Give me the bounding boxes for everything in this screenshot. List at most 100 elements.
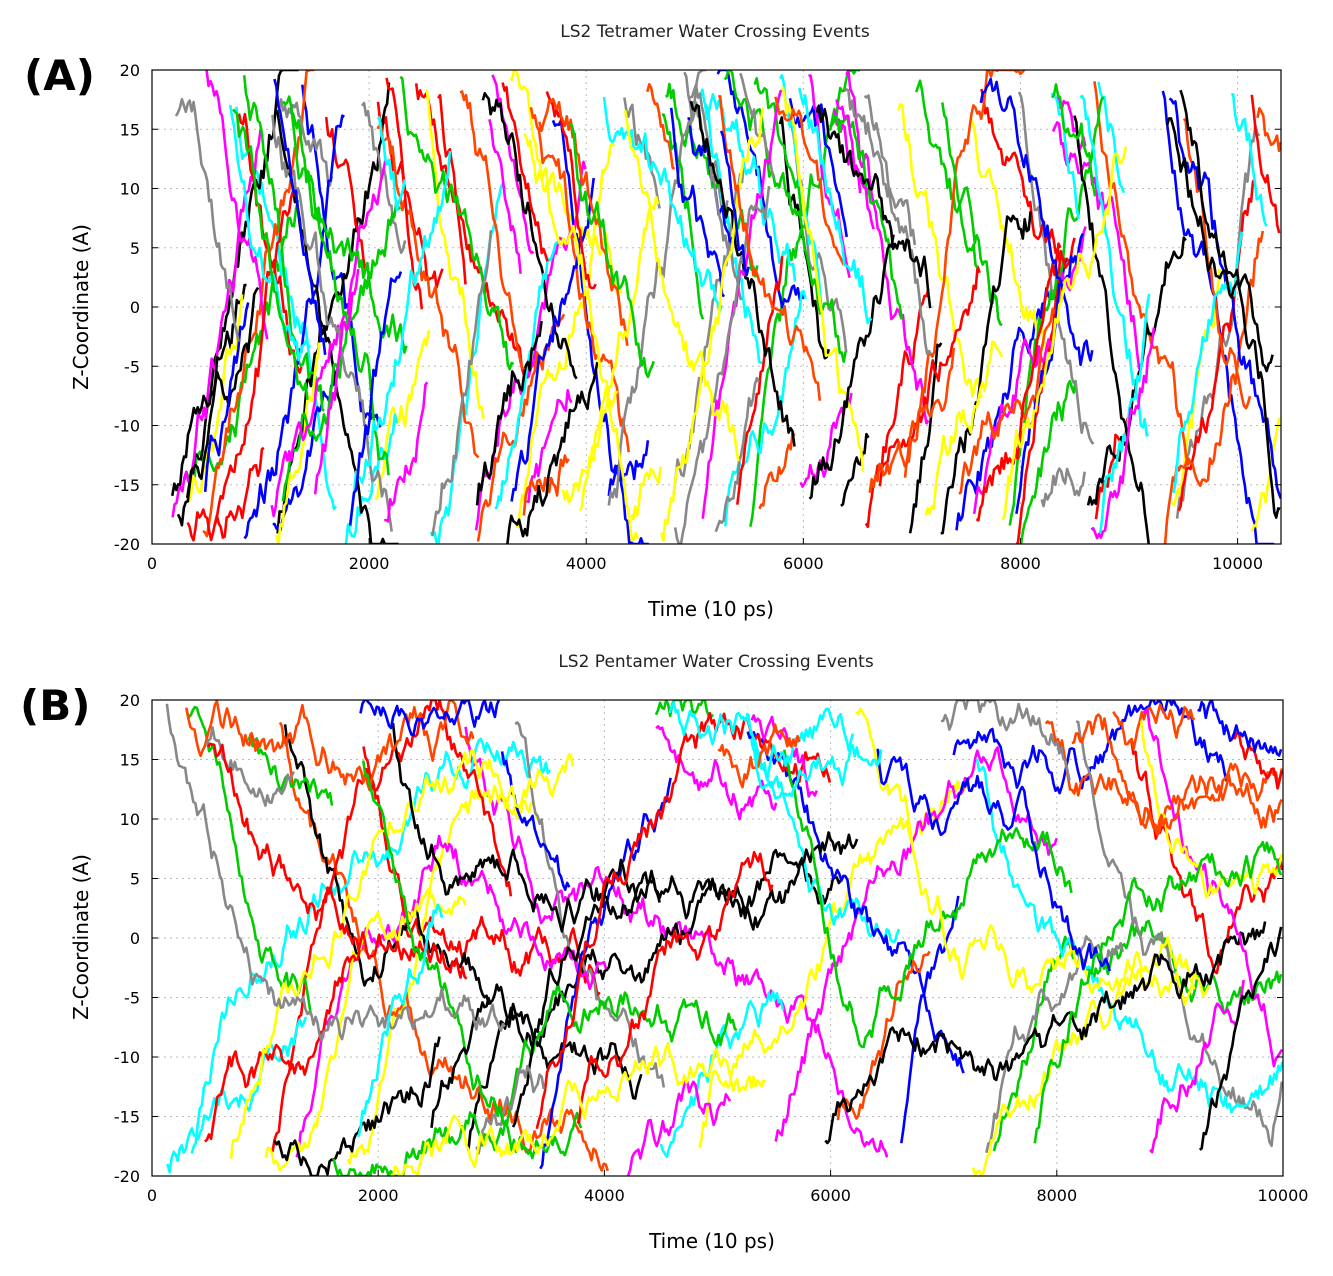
trajectory-line — [673, 185, 771, 544]
x-tick-label: 8000 — [1000, 554, 1041, 573]
trajectory-line — [836, 950, 931, 1121]
trajectory-line — [876, 748, 1112, 972]
trajectory-line — [357, 903, 444, 1138]
y-tick-label: -20 — [114, 535, 140, 554]
trajectory-line — [185, 700, 475, 792]
y-tick-label: -5 — [124, 357, 140, 376]
trajectory-line — [414, 83, 533, 379]
trajectory-line — [798, 87, 873, 325]
trajectory-line — [242, 75, 325, 412]
trajectory-line — [344, 413, 399, 544]
trajectory-line — [186, 446, 265, 542]
trajectory-line — [232, 108, 309, 400]
y-tick-label: 20 — [120, 691, 140, 710]
trajectory-line — [952, 700, 1228, 795]
trajectory-line — [835, 99, 875, 230]
trajectory-line — [1112, 703, 1196, 751]
trajectory-line — [264, 888, 467, 1172]
trajectory-line — [1071, 713, 1283, 834]
trajectory-line — [783, 749, 1073, 1049]
trajectory-line — [723, 70, 847, 363]
trajectory-line — [1168, 97, 1281, 500]
trajectory-line — [578, 195, 660, 512]
trajectory-line — [971, 958, 1211, 1176]
trajectory-line — [475, 1064, 545, 1155]
trajectory-line — [660, 107, 765, 542]
panel-a-x-axis-label: Time (10 ps) — [647, 597, 774, 621]
trajectory-line — [698, 780, 970, 1148]
y-tick-label: -5 — [124, 989, 140, 1008]
trajectory-line — [271, 114, 393, 532]
trajectory-line — [979, 77, 1094, 367]
trajectory-line — [523, 132, 640, 542]
trajectory-line — [273, 1036, 441, 1176]
trajectory-line — [958, 283, 1062, 495]
trajectory-line — [348, 271, 403, 526]
y-tick-label: 15 — [120, 120, 140, 139]
trajectory-line — [1250, 417, 1281, 533]
trajectory-line — [359, 700, 501, 737]
trajectory-line — [1165, 117, 1274, 373]
trajectory-line — [506, 361, 599, 544]
trajectory-line — [1051, 83, 1097, 197]
trajectory-line — [840, 432, 870, 507]
trajectory-line — [494, 239, 560, 510]
trajectory-line — [1050, 92, 1080, 220]
panel-a-label: (A) — [24, 51, 95, 100]
trajectory-line — [569, 123, 656, 379]
trajectory-line — [535, 711, 832, 1130]
trajectory-line — [878, 265, 981, 487]
trajectory-line — [1142, 709, 1283, 1068]
trajectory-line — [425, 89, 485, 419]
trajectory-line — [247, 733, 334, 806]
trajectory-line — [277, 98, 334, 187]
trajectory-line — [514, 721, 666, 1088]
series-group — [165, 700, 1283, 1176]
panel-a-y-axis-label: Z-Coordinate (A) — [69, 224, 93, 390]
trajectory-line — [391, 722, 661, 933]
trajectory-line — [970, 118, 1051, 356]
trajectory-line — [545, 91, 597, 290]
y-tick-label: -10 — [114, 417, 140, 436]
trajectory-line — [185, 70, 299, 499]
y-tick-label: -10 — [114, 1048, 140, 1067]
trajectory-line — [655, 725, 778, 821]
trajectory-line — [270, 160, 390, 518]
trajectory-line — [332, 981, 738, 1176]
trajectory-line — [1149, 979, 1245, 1154]
trajectory-line — [362, 760, 583, 1160]
trajectory-line — [774, 96, 845, 266]
trajectory-line — [808, 234, 895, 500]
trajectory-line — [467, 848, 842, 1151]
trajectory-line — [716, 70, 805, 309]
trajectory-line — [538, 97, 629, 346]
trajectory-line — [749, 736, 883, 800]
trajectory-line — [171, 128, 264, 518]
trajectory-line — [475, 320, 543, 506]
trajectory-line — [437, 93, 467, 285]
trajectory-line — [174, 98, 240, 342]
trajectory-line — [1256, 107, 1281, 153]
trajectory-line — [900, 895, 960, 1144]
x-tick-label: 10000 — [1212, 554, 1263, 573]
trajectory-line — [273, 78, 327, 355]
trajectory-line — [1163, 230, 1265, 544]
trajectory-line — [779, 86, 865, 473]
trajectory-line — [491, 74, 535, 255]
trajectory-line — [399, 75, 515, 371]
x-tick-label: 4000 — [584, 1186, 625, 1205]
trajectory-line — [430, 996, 492, 1128]
trajectory-line — [815, 104, 932, 309]
trajectory-line — [940, 211, 1032, 535]
panel-b-y-axis-label: Z-Coordinate (A) — [69, 854, 93, 1020]
trajectory-line — [166, 1016, 308, 1174]
panel-b-title: LS2 Pentamer Water Crossing Events — [558, 652, 874, 672]
trajectory-line — [176, 286, 260, 527]
trajectory-line — [243, 114, 345, 540]
series-group — [171, 70, 1281, 544]
trajectory-line — [349, 150, 452, 528]
trajectory-line — [828, 114, 904, 320]
y-tick-label: 10 — [120, 810, 140, 829]
panel-a-plot-area: -20 -15 -10 -5 0 5 10 15 20 0 2000 4000 6000 8000 1000… — [114, 61, 1282, 573]
trajectory-line — [431, 230, 493, 537]
